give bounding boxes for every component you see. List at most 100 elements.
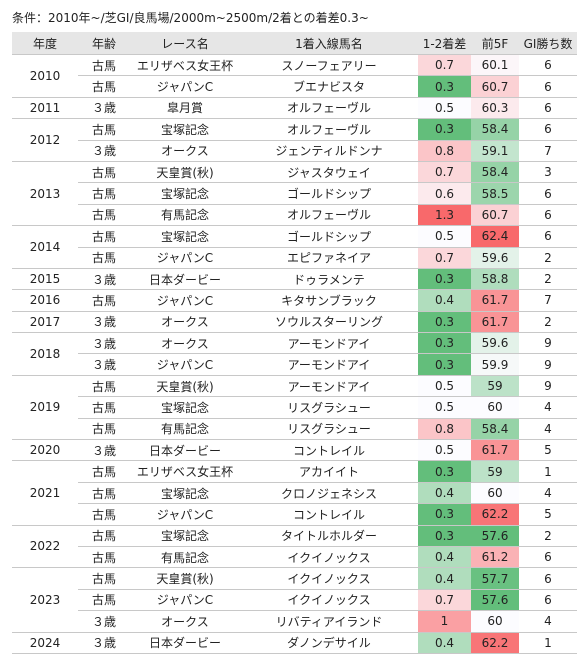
race-cell: 日本ダービー xyxy=(130,439,240,462)
race-cell: 天皇賞(秋) xyxy=(130,161,240,184)
gi-wins-cell: 2 xyxy=(519,268,577,291)
gi-wins-cell: 4 xyxy=(519,610,577,633)
margin-cell: 0.4 xyxy=(418,632,471,654)
horse-cell: コントレイル xyxy=(240,439,418,462)
race-cell: 有馬記念 xyxy=(130,204,240,227)
race-cell: 宝塚記念 xyxy=(130,396,240,419)
age-cell: 古馬 xyxy=(78,54,130,77)
pace-cell: 61.7 xyxy=(471,289,519,312)
year-cell: 2013 xyxy=(12,161,78,227)
year-cell: 2021 xyxy=(12,460,78,526)
pace-cell: 59 xyxy=(471,375,519,398)
table-row: 古馬 ジャパンC イクイノックス 0.7 57.6 6 xyxy=(12,589,577,612)
margin-cell: 0.4 xyxy=(418,567,471,590)
column-header: 年齢 xyxy=(78,32,130,55)
year-cell: 2022 xyxy=(12,525,78,569)
margin-cell: 0.3 xyxy=(418,268,471,291)
pace-cell: 58.5 xyxy=(471,182,519,205)
pace-cell: 62.2 xyxy=(471,503,519,526)
race-cell: 日本ダービー xyxy=(130,268,240,291)
race-cell: オークス xyxy=(130,332,240,355)
year-cell: 2019 xyxy=(12,375,78,441)
gi-wins-cell: 6 xyxy=(519,54,577,77)
age-cell: ３歳 xyxy=(78,268,130,291)
race-cell: ジャパンC xyxy=(130,75,240,98)
margin-cell: 0.4 xyxy=(418,482,471,505)
horse-cell: ソウルスターリング xyxy=(240,311,418,334)
margin-cell: 0.7 xyxy=(418,161,471,184)
race-cell: 宝塚記念 xyxy=(130,525,240,547)
horse-cell: イクイノックス xyxy=(240,567,418,590)
race-cell: 皐月賞 xyxy=(130,97,240,120)
pace-cell: 58.8 xyxy=(471,268,519,291)
race-cell: 有馬記念 xyxy=(130,418,240,441)
gi-wins-cell: 6 xyxy=(519,225,577,248)
table-row: 2021 古馬 エリザベス女王杯 アカイイト 0.3 59 1 xyxy=(12,460,577,526)
horse-cell: ゴールドシップ xyxy=(240,225,418,248)
age-cell: 古馬 xyxy=(78,589,130,612)
margin-cell: 0.5 xyxy=(418,225,471,248)
gi-wins-cell: 5 xyxy=(519,503,577,526)
pace-cell: 58.4 xyxy=(471,161,519,184)
horse-cell: クロノジェネシス xyxy=(240,482,418,505)
column-header: 1-2着差 xyxy=(418,32,471,55)
gi-wins-cell: 9 xyxy=(519,332,577,355)
margin-cell: 0.3 xyxy=(418,311,471,334)
table-row: 古馬 ジャパンC コントレイル 0.3 62.2 5 xyxy=(12,503,577,526)
table-row: 古馬 有馬記念 オルフェーヴル 1.3 60.7 6 xyxy=(12,204,577,227)
race-cell: エリザベス女王杯 xyxy=(130,54,240,77)
race-cell: エリザベス女王杯 xyxy=(130,460,240,483)
table-row: 2020 ３歳 日本ダービー コントレイル 0.5 61.7 5 xyxy=(12,439,577,462)
gi-wins-cell: 3 xyxy=(519,161,577,184)
table-row: 古馬 ジャパンC ブエナビスタ 0.3 60.7 6 xyxy=(12,75,577,98)
age-cell: 古馬 xyxy=(78,375,130,398)
table-row: 古馬 宝塚記念 ゴールドシップ 0.6 58.5 6 xyxy=(12,182,577,205)
gi-wins-cell: 9 xyxy=(519,375,577,398)
margin-cell: 1.3 xyxy=(418,204,471,227)
column-header: 年度 xyxy=(12,32,78,55)
margin-cell: 0.5 xyxy=(418,439,471,462)
pace-cell: 58.4 xyxy=(471,418,519,441)
age-cell: ３歳 xyxy=(78,332,130,355)
gi-wins-cell: 7 xyxy=(519,289,577,312)
age-cell: 古馬 xyxy=(78,182,130,205)
horse-cell: リスグラシュー xyxy=(240,418,418,441)
pace-cell: 59.6 xyxy=(471,332,519,355)
gi-wins-cell: 6 xyxy=(519,546,577,569)
age-cell: 古馬 xyxy=(78,418,130,441)
table-row: 2013 古馬 天皇賞(秋) ジャスタウェイ 0.7 58.4 3 xyxy=(12,161,577,227)
margin-cell: 1 xyxy=(418,610,471,633)
race-cell: 宝塚記念 xyxy=(130,482,240,505)
gi-wins-cell: 6 xyxy=(519,567,577,590)
gi-wins-cell: 1 xyxy=(519,632,577,654)
pace-cell: 61.7 xyxy=(471,311,519,334)
age-cell: 古馬 xyxy=(78,460,130,483)
table-row: 2022 古馬 宝塚記念 タイトルホルダー 0.3 57.6 2 xyxy=(12,525,577,569)
table-row: 古馬 有馬記念 イクイノックス 0.4 61.2 6 xyxy=(12,546,577,569)
horse-cell: アーモンドアイ xyxy=(240,332,418,355)
horse-cell: リバティアイランド xyxy=(240,610,418,633)
table-row: 2019 古馬 天皇賞(秋) アーモンドアイ 0.5 59 9 xyxy=(12,375,577,441)
race-cell: ジャパンC xyxy=(130,589,240,612)
year-cell: 2017 xyxy=(12,311,78,334)
margin-cell: 0.5 xyxy=(418,396,471,419)
pace-cell: 60 xyxy=(471,396,519,419)
margin-cell: 0.4 xyxy=(418,546,471,569)
column-header: GI勝ち数 xyxy=(519,32,577,55)
age-cell: 古馬 xyxy=(78,482,130,505)
pace-cell: 62.2 xyxy=(471,632,519,654)
header-row: 年度 年齢 レース名 1着入線馬名 1-2着差 前5F GI勝ち数 xyxy=(12,32,577,55)
column-header: レース名 xyxy=(130,32,240,55)
pace-cell: 60 xyxy=(471,482,519,505)
horse-cell: オルフェーヴル xyxy=(240,118,418,141)
margin-cell: 0.7 xyxy=(418,589,471,612)
pace-cell: 58.4 xyxy=(471,118,519,141)
table-row: 2010 古馬 エリザベス女王杯 スノーフェアリー 0.7 60.1 6 xyxy=(12,54,577,98)
table-row: 2024 ３歳 日本ダービー ダノンデサイル 0.4 62.2 1 xyxy=(12,632,577,654)
horse-cell: タイトルホルダー xyxy=(240,525,418,547)
gi-wins-cell: 6 xyxy=(519,204,577,227)
year-cell: 2014 xyxy=(12,225,78,269)
margin-cell: 0.7 xyxy=(418,54,471,77)
race-cell: 日本ダービー xyxy=(130,632,240,654)
